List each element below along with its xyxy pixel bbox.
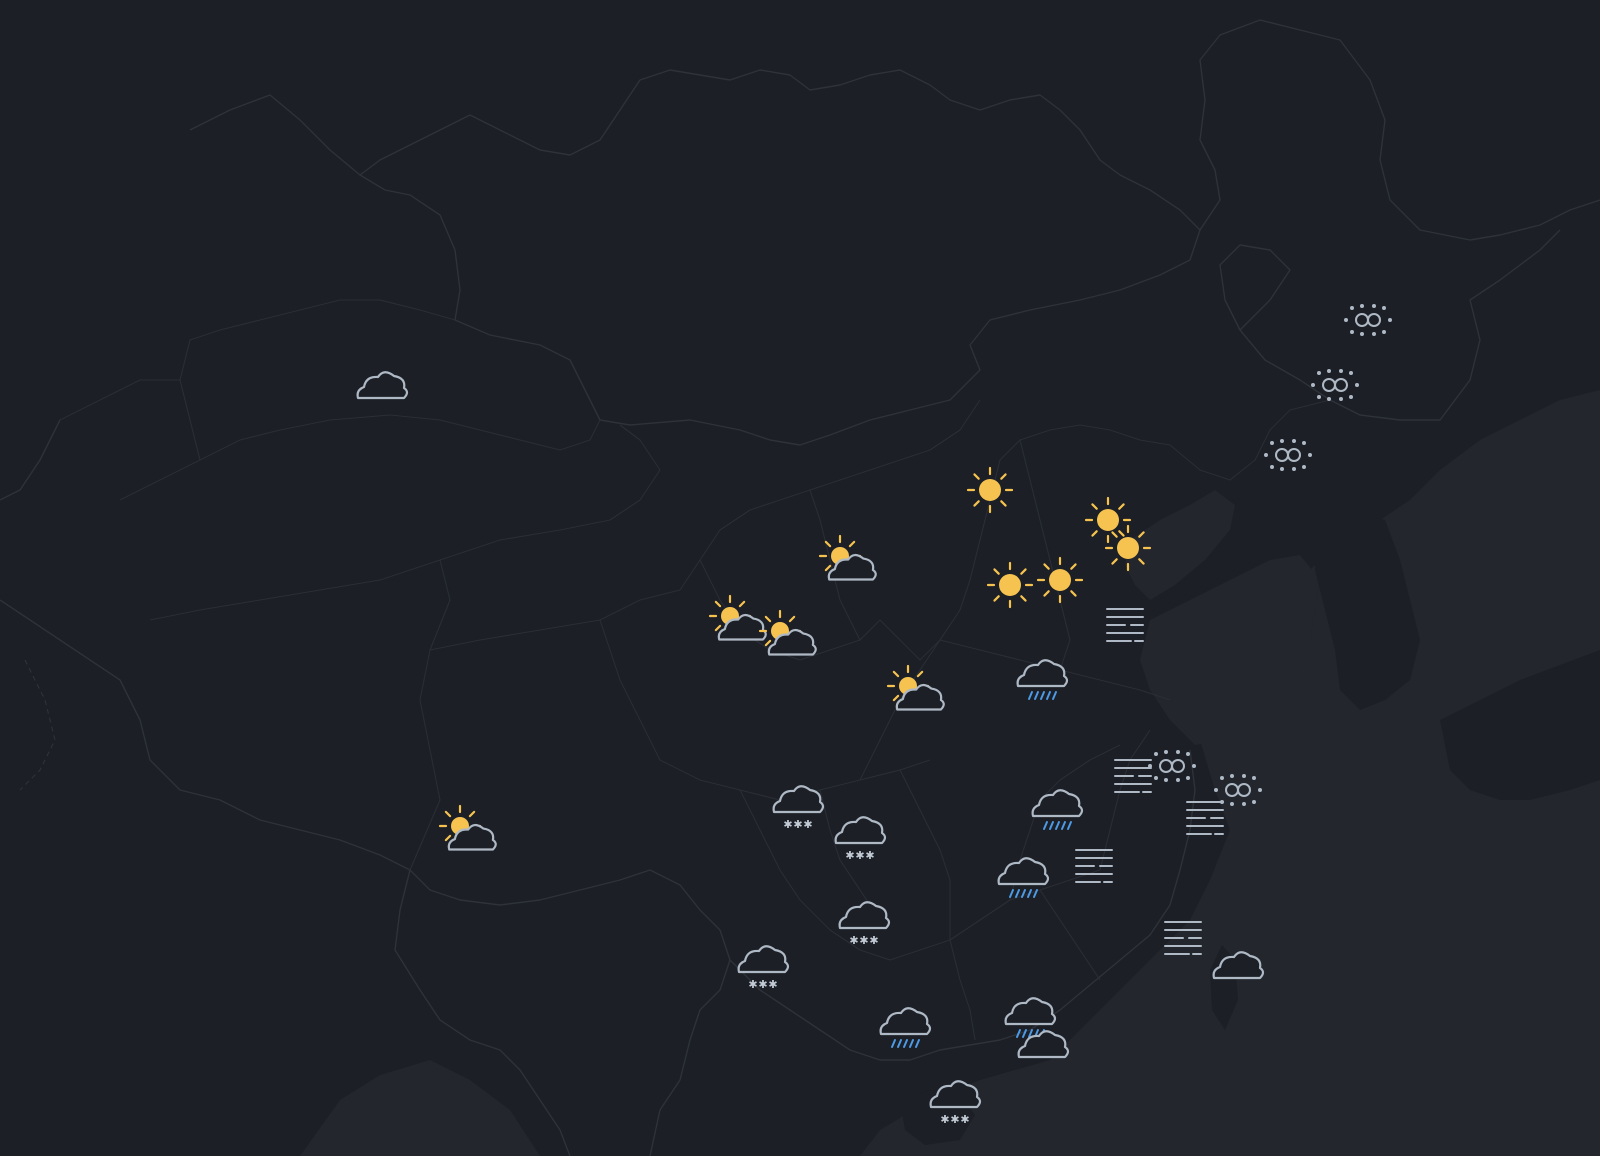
sunny-icon [986, 561, 1034, 609]
haze-icon [1344, 304, 1392, 336]
svg-text:✱: ✱ [793, 818, 802, 831]
weather-marker-wuhan[interactable] [997, 857, 1050, 898]
sunny-icon [966, 466, 1014, 514]
weather-marker-shenyang[interactable] [1264, 439, 1312, 471]
svg-text:✱: ✱ [783, 818, 792, 831]
partly-cloudy-icon [818, 534, 877, 581]
haze-icon [1214, 774, 1262, 806]
svg-text:✱: ✱ [758, 978, 767, 991]
weather-marker-guiyang[interactable]: ✱ ✱ ✱ [838, 901, 891, 947]
weather-marker-nanning[interactable] [879, 1007, 932, 1048]
rain-icon [1031, 789, 1084, 830]
partly-cloudy-icon [758, 609, 817, 656]
rain-icon [1004, 997, 1057, 1038]
svg-text:✱: ✱ [748, 978, 757, 991]
weather-markers: ✱ ✱ ✱✱ ✱ ✱✱ ✱ ✱✱ ✱ ✱✱ ✱ ✱ [356, 304, 1392, 1126]
weather-marker-fuzhou[interactable] [1164, 921, 1202, 955]
sunny-icon [1104, 524, 1152, 572]
weather-marker-urumqi[interactable] [356, 371, 409, 400]
snow-icon: ✱ ✱ ✱ [838, 901, 891, 947]
rain-icon [879, 1007, 932, 1048]
korea-peninsula [1315, 510, 1420, 710]
svg-text:✱: ✱ [865, 849, 874, 862]
fog-icon [1114, 759, 1152, 793]
fog-icon [1106, 608, 1144, 642]
svg-text:✱: ✱ [940, 1113, 949, 1126]
svg-text:✱: ✱ [768, 978, 777, 991]
yellow-sea [1140, 555, 1320, 745]
weather-marker-tianjin[interactable] [1104, 524, 1152, 572]
weather-marker-taipei[interactable] [1212, 951, 1265, 980]
weather-marker-beijing[interactable] [1084, 496, 1132, 544]
weather-marker-lanzhou[interactable] [758, 609, 817, 656]
weather-marker-hohhot[interactable] [966, 466, 1014, 514]
svg-text:✱: ✱ [855, 849, 864, 862]
haze-icon [1264, 439, 1312, 471]
weather-marker-shijiazhuang[interactable] [1036, 556, 1084, 604]
svg-text:✱: ✱ [849, 934, 858, 947]
fog-icon [1164, 921, 1202, 955]
cloudy-icon [1212, 951, 1265, 980]
haze-icon [1148, 750, 1196, 782]
weather-marker-nanjing[interactable] [1114, 759, 1152, 793]
weather-marker-taiyuan[interactable] [986, 561, 1034, 609]
fog-icon [1186, 801, 1224, 835]
sunny-icon [1084, 496, 1132, 544]
rain-icon [1016, 659, 1069, 700]
japan-islands [1440, 650, 1600, 800]
weather-marker-zhengzhou[interactable] [1016, 659, 1069, 700]
weather-marker-guangzhou[interactable] [1004, 997, 1057, 1038]
weather-marker-xian[interactable] [886, 664, 945, 711]
weather-marker-kunming[interactable]: ✱ ✱ ✱ [737, 945, 790, 991]
rain-icon [997, 857, 1050, 898]
south-sea [300, 1060, 540, 1156]
weather-marker-nanjing-haze[interactable] [1148, 750, 1196, 782]
snow-icon: ✱ ✱ ✱ [737, 945, 790, 991]
weather-marker-jinan[interactable] [1106, 608, 1144, 642]
snow-icon: ✱ ✱ ✱ [929, 1080, 982, 1126]
weather-marker-hefei[interactable] [1031, 789, 1084, 830]
weather-marker-yinchuan[interactable] [818, 534, 877, 581]
cloudy-icon [356, 371, 409, 400]
weather-marker-chongqing[interactable]: ✱ ✱ ✱ [834, 816, 887, 862]
svg-text:✱: ✱ [803, 818, 812, 831]
weather-marker-shanghai[interactable] [1214, 774, 1262, 806]
cloudy-icon [1017, 1030, 1070, 1059]
weather-marker-changchun[interactable] [1311, 369, 1359, 401]
svg-text:✱: ✱ [960, 1113, 969, 1126]
svg-text:✱: ✱ [845, 849, 854, 862]
weather-marker-hongkong[interactable] [1017, 1030, 1070, 1059]
weather-marker-hangzhou[interactable] [1186, 801, 1224, 835]
svg-text:✱: ✱ [869, 934, 878, 947]
weather-marker-harbin[interactable] [1344, 304, 1392, 336]
east-sea [860, 390, 1600, 1156]
fog-icon [1075, 849, 1113, 883]
bohai-sea [1125, 490, 1235, 600]
partly-cloudy-icon [886, 664, 945, 711]
weather-marker-nanchang[interactable] [1075, 849, 1113, 883]
partly-cloudy-icon [438, 804, 497, 851]
weather-marker-chengdu[interactable]: ✱ ✱ ✱ [772, 785, 825, 831]
svg-text:✱: ✱ [950, 1113, 959, 1126]
weather-marker-haikou[interactable]: ✱ ✱ ✱ [929, 1080, 982, 1126]
weather-marker-lhasa[interactable] [438, 804, 497, 851]
sunny-icon [1036, 556, 1084, 604]
snow-icon: ✱ ✱ ✱ [772, 785, 825, 831]
haze-icon [1311, 369, 1359, 401]
svg-text:✱: ✱ [859, 934, 868, 947]
snow-icon: ✱ ✱ ✱ [834, 816, 887, 862]
